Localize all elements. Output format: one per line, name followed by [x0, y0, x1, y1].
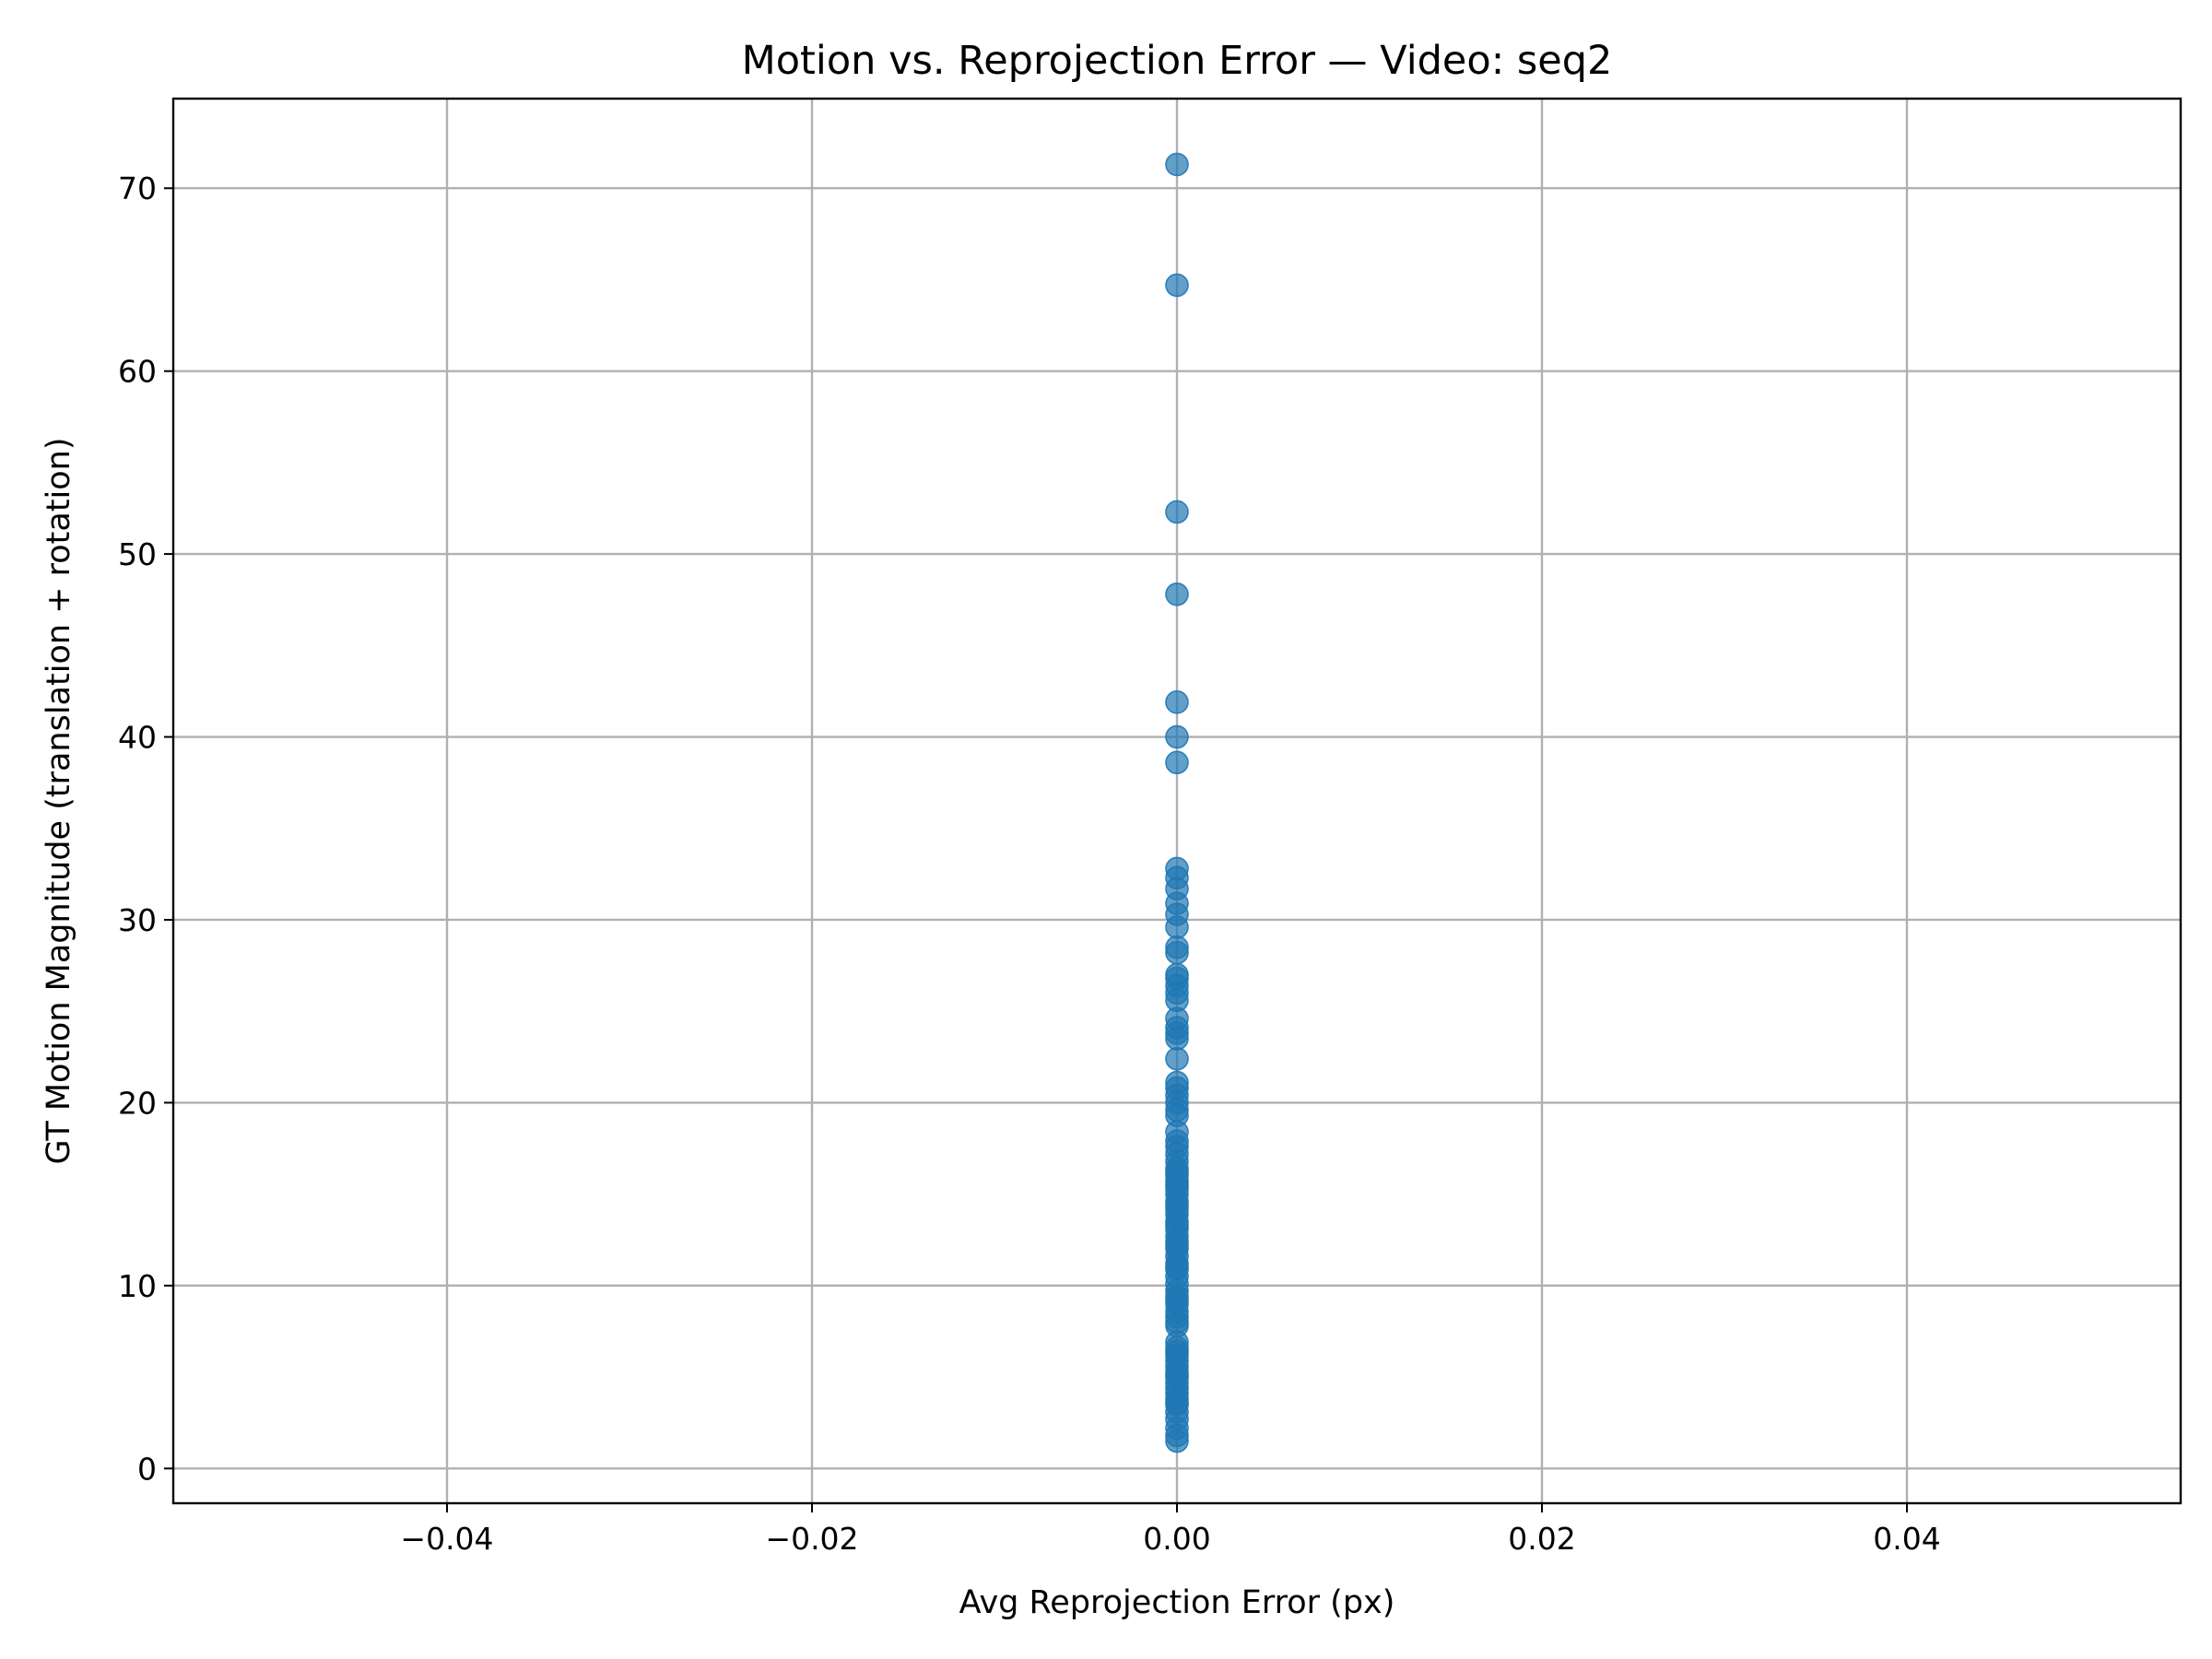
y-tick-label: 70 [118, 171, 157, 206]
y-axis-label: GT Motion Magnitude (translation + rotat… [41, 437, 77, 1164]
scatter-point [1165, 1429, 1189, 1453]
scatter-point [1165, 1046, 1189, 1071]
scatter-point [1165, 500, 1189, 524]
scatter-point [1165, 152, 1189, 177]
scatter-point [1165, 273, 1189, 298]
x-tick-label: 0.02 [1508, 1521, 1575, 1557]
scatter-point [1165, 1255, 1189, 1279]
scatter-point [1165, 1027, 1189, 1051]
x-tick-label: 0.04 [1873, 1521, 1940, 1557]
scatter-point [1165, 1313, 1189, 1338]
x-tick-label: 0.00 [1143, 1521, 1210, 1557]
scatter-point [1165, 1363, 1189, 1387]
y-tick-label: 50 [118, 536, 157, 572]
scatter-point [1165, 750, 1189, 775]
scatter-point [1165, 1391, 1189, 1415]
y-tick-label: 10 [118, 1268, 157, 1304]
scatter-point [1165, 1339, 1189, 1364]
scatter-point [1165, 1213, 1189, 1238]
scatter-point [1165, 962, 1189, 987]
y-tick-label: 40 [118, 720, 157, 756]
chart-title: Motion vs. Reprojection Error — Video: s… [742, 38, 1613, 84]
scatter-point [1165, 1288, 1189, 1312]
scatter-point [1165, 1233, 1189, 1258]
y-tick-label: 60 [118, 354, 157, 390]
y-tick-label: 0 [137, 1451, 157, 1487]
scatter-point [1165, 1006, 1189, 1030]
scatter-point [1165, 1193, 1189, 1218]
y-tick-label: 30 [118, 902, 157, 938]
y-axis-ticks: 0 10 20 30 40 50 60 70 [118, 171, 173, 1487]
x-tick-label: −0.02 [765, 1521, 858, 1557]
scatter-point [1165, 724, 1189, 749]
x-axis-ticks: −0.04 −0.02 0.00 0.02 0.04 [400, 1503, 1941, 1557]
scatter-point [1165, 1160, 1189, 1184]
x-axis-label: Avg Reprojection Error (px) [959, 1584, 1395, 1621]
scatter-point [1165, 915, 1189, 939]
scatter-point [1165, 582, 1189, 606]
data-points [1165, 152, 1189, 1453]
scatter-point [1165, 690, 1189, 714]
scatter-point [1165, 940, 1189, 965]
x-tick-label: −0.04 [400, 1521, 493, 1557]
y-tick-label: 20 [118, 1085, 157, 1121]
scatter-point [1165, 1120, 1189, 1144]
